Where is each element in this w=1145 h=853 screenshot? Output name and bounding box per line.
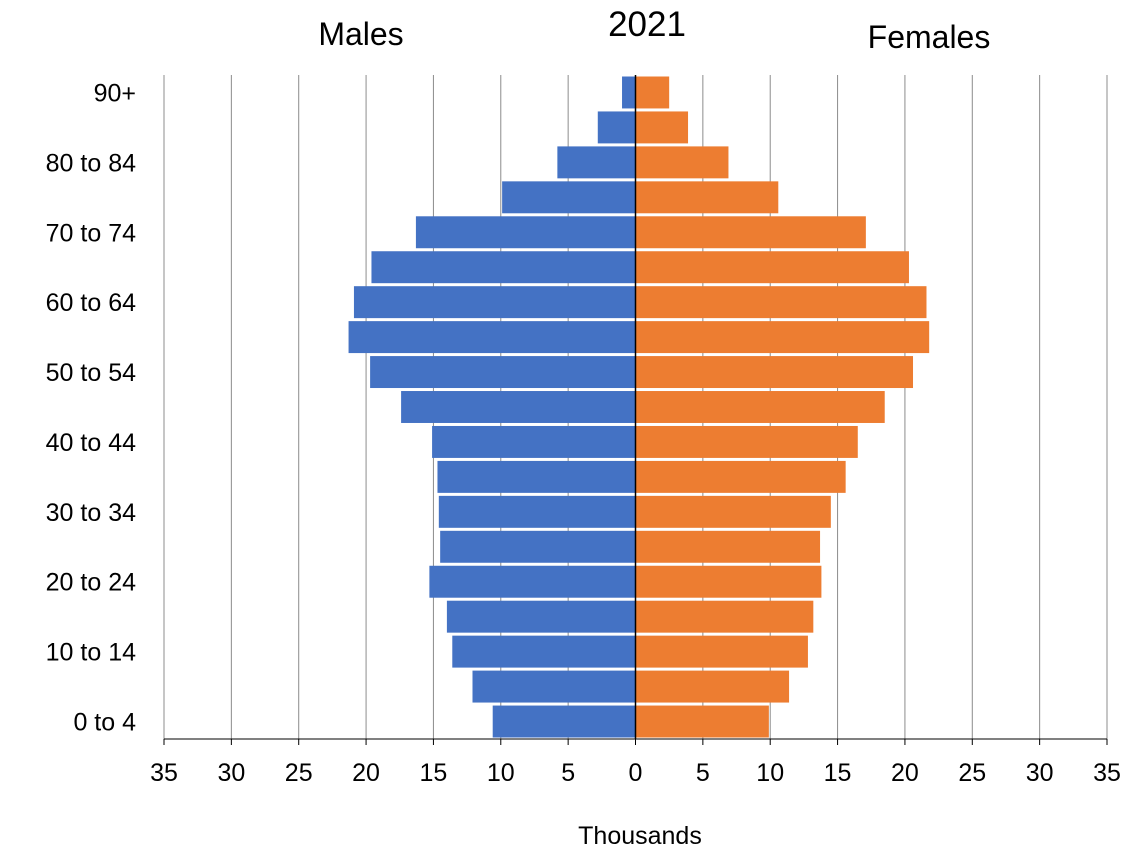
male-bar [415, 216, 636, 249]
x-tick-label: 20 [352, 759, 380, 787]
male-bar [438, 495, 636, 528]
x-tick-label: 5 [696, 759, 710, 787]
chart-title: 2021 [608, 5, 686, 44]
y-category-label: 40 to 44 [46, 429, 136, 457]
female-bar [635, 356, 914, 389]
male-bar [440, 530, 636, 563]
female-bar [635, 111, 689, 144]
female-bar [635, 670, 790, 703]
female-bar [635, 530, 821, 563]
female-bar [635, 321, 930, 354]
female-bar [635, 705, 769, 738]
male-bar [502, 181, 636, 214]
female-bar [635, 286, 927, 319]
female-bar [635, 600, 814, 633]
x-tick-label: 0 [629, 759, 643, 787]
x-tick-label: 35 [1093, 759, 1121, 787]
y-category-label: 80 to 84 [46, 149, 136, 177]
x-tick-label: 25 [958, 759, 986, 787]
male-bar [557, 146, 636, 179]
x-tick-label: 15 [824, 759, 852, 787]
male-bar [371, 251, 636, 284]
male-bar [622, 76, 636, 109]
x-tick-label: 10 [487, 759, 515, 787]
female-bar [635, 495, 831, 528]
y-category-label: 90+ [94, 79, 136, 107]
male-bar [348, 321, 636, 354]
female-bar [635, 76, 670, 109]
y-category-label: 10 to 14 [46, 639, 136, 667]
female-bar [635, 565, 822, 598]
x-tick-label: 35 [150, 759, 178, 787]
female-bar [635, 425, 858, 458]
x-tick-label: 10 [756, 759, 784, 787]
x-tick-label: 30 [217, 759, 245, 787]
female-bar [635, 146, 729, 179]
male-bar [432, 425, 636, 458]
y-category-label: 70 to 74 [46, 219, 136, 247]
male-bar [437, 460, 636, 493]
male-bar [353, 286, 636, 319]
males-label: Males [318, 16, 403, 52]
female-bar [635, 391, 885, 423]
female-bar [635, 216, 866, 249]
y-category-label: 60 to 64 [46, 289, 136, 317]
female-bar [635, 460, 846, 493]
x-tick-label: 30 [1026, 759, 1054, 787]
male-bar [370, 356, 636, 389]
labels: 35 30 25 20 15 10 5 0 5 10 15 20 25 30 35 0 to 4 10 to 1… [46, 79, 1121, 787]
male-bar [492, 705, 636, 738]
male-bar [597, 111, 636, 144]
y-category-label: 50 to 54 [46, 359, 136, 387]
male-bar [446, 600, 636, 633]
male-bar [401, 391, 636, 423]
x-tick-label: 15 [420, 759, 448, 787]
female-bar [635, 635, 808, 668]
x-tick-label: 5 [561, 759, 575, 787]
x-tick-label: 25 [285, 759, 313, 787]
female-bar [635, 251, 909, 284]
y-category-label: 30 to 34 [46, 499, 136, 527]
bars [348, 76, 930, 738]
females-label: Females [868, 19, 991, 55]
male-bar [452, 635, 636, 668]
axes [163, 75, 1108, 745]
female-bar [635, 181, 779, 214]
male-bar [429, 565, 636, 598]
x-axis-title: Thousands [578, 822, 702, 850]
y-category-label: 0 to 4 [73, 709, 136, 737]
male-bar [472, 670, 636, 703]
x-tick-label: 20 [891, 759, 919, 787]
y-category-label: 20 to 24 [46, 569, 136, 597]
